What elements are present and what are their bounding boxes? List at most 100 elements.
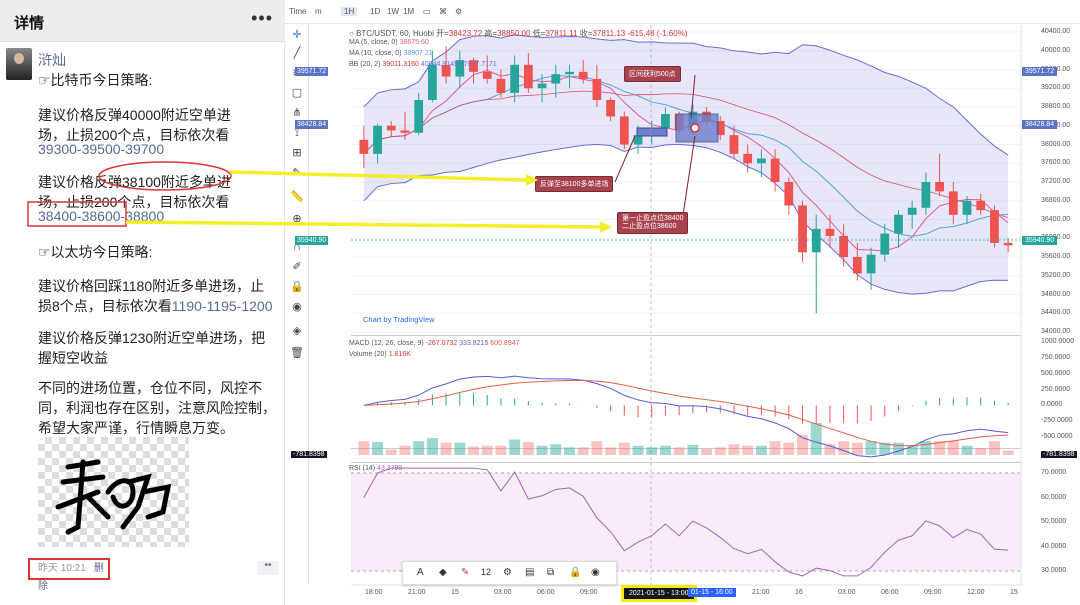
price-axis-label: 40000.00 — [1041, 46, 1071, 54]
trading-chart-panel: Time m 1H 1D 1W 1M ▭ ⌘ ⚙ ✛ ╱ ≋ ▢ ⋔ ⟟ ⊞ ✎… — [285, 0, 1080, 605]
lock-icon[interactable]: 🔒 — [290, 281, 304, 293]
rsi-value: 43.3799 — [377, 465, 403, 472]
chart-canvas[interactable] — [285, 0, 1080, 605]
candle-body — [510, 64, 520, 93]
candles — [359, 46, 1013, 314]
macd-value-3: 600.8947 — [490, 340, 520, 347]
fill-color-icon[interactable]: ◆ — [439, 567, 447, 578]
macd-axis-label: 750.0000 — [1041, 353, 1071, 361]
settings-icon[interactable]: ⚙ — [455, 7, 463, 16]
visibility-icon[interactable]: ◉ — [591, 567, 600, 578]
rectangle-icon[interactable]: ▢ — [291, 87, 303, 99]
time-axis-label: 06:00 — [881, 589, 899, 596]
signal-line — [363, 379, 1009, 447]
candle-body — [990, 210, 999, 243]
trash-icon[interactable]: 🗑 — [290, 347, 304, 359]
more-icon[interactable]: ••• — [251, 8, 273, 28]
bollinger-lower — [363, 143, 1009, 295]
ma10-value: 38907.21 — [403, 50, 433, 57]
eye-icon[interactable]: ◉ — [292, 301, 302, 313]
target-marker — [690, 123, 700, 133]
macd-axis-label: 250.0000 — [1041, 385, 1071, 393]
macd-legend: MACD (12, 26, close, 9) -267.0732 333.82… — [349, 340, 520, 347]
chart-toolbar: Time m 1H 1D 1W 1M ▭ ⌘ ⚙ — [285, 0, 1080, 24]
price-axis-label: 40400.00 — [1041, 28, 1071, 35]
settings-icon-2[interactable]: ⚙ — [503, 567, 512, 578]
volume-bar — [947, 441, 959, 455]
username[interactable]: 浒灿 — [38, 52, 66, 68]
layers-icon[interactable]: ◈ — [292, 325, 302, 337]
interval-1w[interactable]: 1W — [387, 7, 399, 16]
avatar[interactable] — [6, 48, 32, 80]
volume-bar — [358, 441, 370, 455]
volume-legend: Volume (20) 1.816K — [349, 351, 411, 358]
risk-note: 不同的进场位置，仓位不同，风控不同，利润也存在区别，注意风险控制，希望大家严谨，… — [38, 380, 276, 436]
interval-1m[interactable]: 1M — [403, 7, 415, 16]
price-axis-label: 38000.00 — [1041, 140, 1071, 148]
btc-heading: ☞比特币今日策略: — [38, 72, 153, 88]
lock-icon-2[interactable]: 🔒 — [569, 567, 582, 578]
rsi-line — [363, 467, 1009, 577]
trendline-icon[interactable]: ╱ — [293, 47, 301, 59]
volume-bar — [769, 441, 781, 455]
delete-link[interactable]: 删除 — [38, 563, 104, 592]
minutes-menu[interactable]: m — [315, 7, 322, 16]
pitchfork-icon[interactable]: ⋔ — [292, 107, 302, 119]
signature-image[interactable] — [38, 437, 189, 547]
bollinger-basis — [363, 90, 1009, 219]
drawing-floating-toolbar: A ◆ ✎ 12 ⚙ ▤ ⧉ 🔒 ◉ — [402, 561, 617, 585]
lock-drawings-icon[interactable]: ✐ — [292, 261, 302, 273]
font-size-select[interactable]: 12 — [481, 567, 492, 577]
candle-body — [962, 200, 972, 215]
volume-bar — [536, 445, 548, 455]
interval-1h[interactable]: 1H — [341, 7, 358, 16]
template-icon[interactable]: ▤ — [525, 567, 535, 578]
candle-body — [757, 158, 766, 164]
volume-bar — [906, 445, 918, 455]
high-value: 38850.00 — [497, 29, 531, 38]
candle-body — [839, 235, 849, 257]
volume-bar — [385, 449, 397, 455]
eth-targets-1[interactable]: 1190-1195-1200 — [171, 298, 273, 314]
zoom-icon[interactable]: ⊕ — [292, 213, 302, 225]
annotation-targets[interactable]: 第一止盈点位38400 二止盈点位38600 — [617, 212, 689, 234]
indicators-icon[interactable]: ⌘ — [439, 7, 447, 16]
btc-targets-2[interactable]: 38400-38600-38800 — [38, 208, 165, 224]
price-axis-label: 34000.00 — [1041, 328, 1071, 335]
price-axis-label: 34800.00 — [1041, 290, 1071, 298]
ruler-icon[interactable]: 📏 — [290, 191, 304, 203]
crosshair-icon[interactable]: ✛ — [292, 29, 302, 41]
annotation-line-1 — [690, 74, 696, 119]
ma5-value: 38675.60 — [399, 39, 429, 46]
bollinger-upper — [363, 34, 1009, 156]
volume-bar — [975, 448, 987, 455]
candle-body — [537, 83, 547, 89]
measure-icon[interactable]: ⊞ — [292, 147, 302, 159]
clone-icon[interactable]: ⧉ — [547, 567, 555, 578]
volume-bar — [673, 447, 685, 455]
volume-value: 1.816K — [388, 351, 411, 358]
btc-targets-1[interactable]: 39300-39500-39700 — [38, 141, 165, 157]
tradingview-watermark: Chart by TradingView — [363, 315, 435, 324]
low-label: 低= — [532, 29, 546, 38]
candle-body — [907, 207, 917, 215]
candle-body — [880, 233, 890, 255]
rsi-label: RSI (14) — [349, 465, 376, 472]
rsi-axis-label: 50.0000 — [1041, 518, 1067, 525]
chart-type-icon[interactable]: ▭ — [423, 7, 431, 16]
magnet-icon[interactable]: ∩ — [293, 241, 301, 253]
detail-header: 详情 ••• — [0, 0, 285, 42]
line-color-icon[interactable]: ✎ — [461, 567, 470, 578]
volume-bar — [879, 442, 891, 455]
time-button[interactable]: Time — [289, 7, 307, 16]
annotation-profit[interactable]: 区间获利500点 — [624, 66, 681, 82]
candle-body — [428, 64, 437, 100]
pattern-icon[interactable]: ⟟ — [294, 127, 300, 139]
candle-body — [482, 71, 492, 79]
interval-1d[interactable]: 1D — [370, 7, 381, 16]
annotation-entry[interactable]: 反弹至38100多单进场 — [535, 176, 614, 192]
comment-button[interactable]: •• — [258, 561, 278, 575]
font-icon[interactable]: A — [417, 567, 424, 578]
bb-value-1: 39011.3160 — [382, 61, 419, 68]
price-tag-1: 39571.72 — [295, 67, 329, 76]
